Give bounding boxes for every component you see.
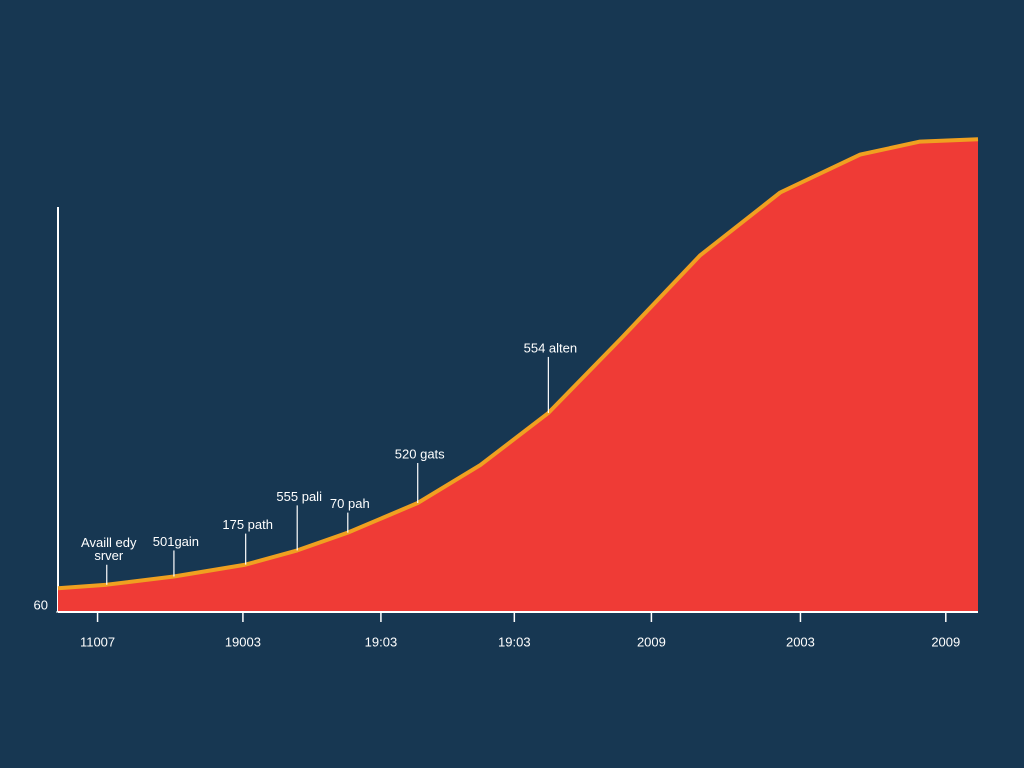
annotation-label: 501gain xyxy=(153,534,199,549)
annotation-label: srver xyxy=(94,548,124,563)
annotation-label: 70 pah xyxy=(330,496,370,511)
x-tick-label: 11007 xyxy=(80,634,115,649)
x-tick-label: 19:03 xyxy=(498,634,531,649)
annotation-label: 520 gats xyxy=(395,446,445,461)
area xyxy=(58,139,978,612)
annotation-label: 175 path xyxy=(222,517,273,532)
y-tick-label: 60 xyxy=(34,597,48,612)
annotation-label: 554 alten xyxy=(524,340,578,355)
x-tick-label: 2009 xyxy=(637,634,666,649)
x-tick-label: 2003 xyxy=(786,634,815,649)
area-line xyxy=(57,137,979,591)
x-tick-label: 2009 xyxy=(931,634,960,649)
annotation-label: 555 pali xyxy=(276,489,322,504)
x-tick-label: 19003 xyxy=(225,634,261,649)
annotation-label: Availl edy xyxy=(81,535,137,550)
x-tick-label: 19:03 xyxy=(365,634,398,649)
